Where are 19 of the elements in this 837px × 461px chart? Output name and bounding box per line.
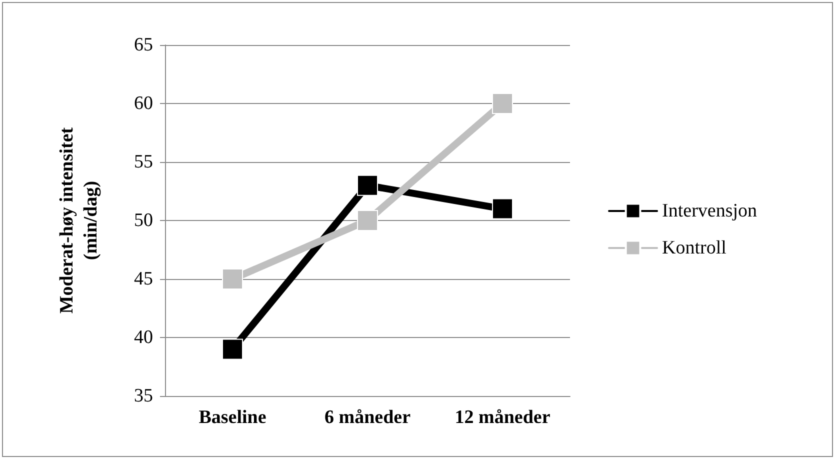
point	[222, 268, 243, 290]
legend-label: Intervensjon	[662, 200, 758, 222]
point	[357, 210, 378, 231]
y-tick-label: 35	[134, 386, 153, 406]
y-tick-label: 45	[134, 268, 153, 290]
y-tick-label: 40	[134, 327, 153, 348]
point	[492, 93, 513, 114]
point	[492, 198, 513, 220]
x-tick-label: Baseline	[198, 407, 266, 428]
point	[357, 174, 378, 196]
x-tick-label: 6 måneder	[324, 407, 412, 428]
x-tick-label: 12 måneder	[454, 407, 551, 428]
y-axis-title: Moderat-høy intensitet (min/dag)	[56, 126, 102, 314]
y-tick-label: 55	[134, 152, 153, 172]
point	[222, 338, 243, 360]
legend-label: Kontroll	[662, 238, 726, 258]
y-tick-label: 50	[134, 210, 153, 231]
y-tick-label: 65	[134, 34, 153, 56]
y-tick-label: 60	[134, 93, 153, 114]
